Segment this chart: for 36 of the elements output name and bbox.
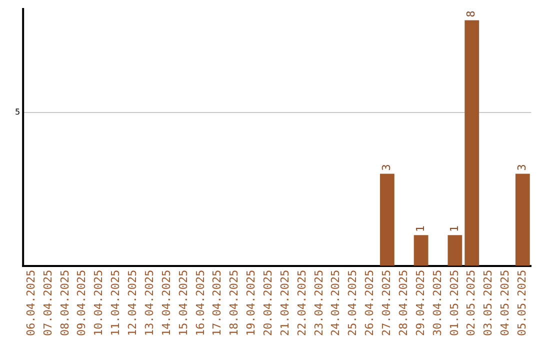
x-tick-label: 07.04.2025 bbox=[41, 270, 54, 336]
x-tick-label: 28.04.2025 bbox=[396, 270, 410, 336]
x-tick-label: 30.04.2025 bbox=[430, 270, 444, 336]
x-tick-label: 19.04.2025 bbox=[244, 270, 258, 336]
x-tick-label: 12.04.2025 bbox=[126, 270, 140, 336]
x-tick-label: 04.05.2025 bbox=[498, 270, 512, 336]
x-tick-label: 29.04.2025 bbox=[414, 270, 427, 336]
data-label: 1 bbox=[448, 225, 461, 232]
data-label: 8 bbox=[464, 10, 478, 18]
data-label: 3 bbox=[516, 164, 529, 171]
x-tick-label: 26.04.2025 bbox=[363, 270, 376, 336]
x-tick-label: 01.05.2025 bbox=[448, 270, 461, 336]
x-tick-label: 05.05.2025 bbox=[516, 270, 529, 336]
x-tick-label: 21.04.2025 bbox=[278, 270, 292, 336]
x-tick-label: 10.04.2025 bbox=[92, 270, 106, 336]
data-label: 3 bbox=[380, 164, 394, 171]
x-tick-label: 27.04.2025 bbox=[380, 270, 394, 336]
x-tick-label: 14.04.2025 bbox=[160, 270, 173, 336]
x-tick-label: 02.05.2025 bbox=[464, 270, 478, 336]
x-tick-label: 18.04.2025 bbox=[228, 270, 241, 336]
x-tick-label: 13.04.2025 bbox=[142, 270, 156, 336]
x-tick-label: 24.04.2025 bbox=[329, 270, 342, 336]
y-tick-label: 5 bbox=[14, 107, 20, 116]
x-tick-label: 11.04.2025 bbox=[109, 270, 122, 336]
x-tick-label: 06.04.2025 bbox=[24, 270, 38, 336]
x-tick-label: 25.04.2025 bbox=[346, 270, 360, 336]
x-tick-label: 23.04.2025 bbox=[312, 270, 326, 336]
x-tick-label: 09.04.2025 bbox=[75, 270, 88, 336]
x-tick-label: 16.04.2025 bbox=[194, 270, 207, 336]
x-tick-label: 08.04.2025 bbox=[58, 270, 72, 336]
x-tick-label: 17.04.2025 bbox=[210, 270, 224, 336]
x-tick-label: 20.04.2025 bbox=[262, 270, 275, 336]
x-tick-label: 03.05.2025 bbox=[482, 270, 495, 336]
data-label: 1 bbox=[414, 225, 427, 232]
x-tick-label: 22.04.2025 bbox=[295, 270, 308, 336]
x-tick-label: 15.04.2025 bbox=[176, 270, 190, 336]
